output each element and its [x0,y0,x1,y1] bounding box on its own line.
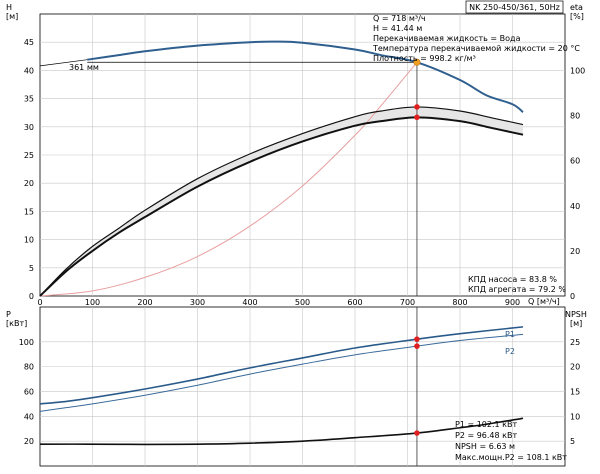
head-tick-label: 40 [24,66,34,75]
head-tick-label: 10 [24,236,34,245]
eta-unit-label: КПД агрегата = 79.2 % [468,285,566,294]
upper-left-axis-unit-sub: [м] [6,12,18,21]
upper-right-axis-unit: eta [570,3,583,12]
duty-point-eta-unit-marker [414,114,420,121]
duty-point-p1-marker [414,336,420,342]
info-line-density: Плотность = 998.2 кг/м³ [373,54,476,63]
eta-tick-label: 20 [570,247,580,256]
eta-tick-label: 80 [570,112,580,121]
head-tick-label: 45 [24,38,34,47]
p1-value-label: P1 = 102.1 кВт [455,420,517,429]
npsh-tick-label: 25 [570,338,580,347]
impeller-leader-line [39,59,88,67]
head-curve [87,40,524,113]
p1-curve [39,326,524,405]
eta-tick-label: 60 [570,157,580,166]
power-tick-label: 100 [19,338,34,347]
head-tick-label: 15 [24,207,34,216]
head-tick-label: 25 [24,151,34,160]
q-tick-label: 100 [85,298,100,307]
q-tick-label: 500 [295,298,310,307]
eta-tick-label: 40 [570,202,580,211]
pump-model-label: NK 250-450/361, 50Hz [469,3,560,12]
info-line-h: H = 41.44 м [373,24,422,33]
upper-grid [40,14,565,296]
power-tick-label: 80 [24,363,34,372]
duty-point-npsh-marker [414,430,420,436]
npsh-tick-label: 5 [570,437,575,446]
curves [39,40,524,466]
power-tick-label: 20 [24,437,34,446]
duty-point-head-marker [413,58,421,66]
lower-right-axis-unit: NPSH [565,310,587,319]
info-line-temp: Температура перекачиваемой жидкости = 20… [372,44,580,53]
upper-right-axis-unit-sub: [%] [570,12,584,21]
info-line-q: Q = 718 м³/ч [373,14,426,23]
duty-point-eta-pump-marker [414,104,420,110]
head-tick-label: 5 [29,264,34,273]
npsh-tick-label: 20 [570,363,580,372]
q-tick-label: 900 [505,298,520,307]
lower-right-axis-unit-sub: [м] [570,319,582,328]
npsh-tick-label: 15 [570,387,580,396]
power-tick-label: 40 [24,412,34,421]
eta-tick-label: 0 [570,292,575,301]
info-line-fluid: Перекачиваемая жидкость = Вода [373,34,521,43]
eta-pump-label: КПД насоса = 83.8 % [468,275,557,284]
p1-series-label: P1 [505,330,515,339]
eta-tick-label: 100 [570,66,585,75]
npsh-curve [39,417,524,446]
head-tick-label: 30 [24,123,34,132]
efficiency-band [40,106,523,296]
q-tick-label: 800 [452,298,467,307]
npsh-value-label: NPSH = 6.63 м [455,442,515,451]
duty-point-p2-marker [414,343,420,349]
eta-unit-curve [39,116,524,297]
duty-markers [413,58,421,436]
head-tick-label: 35 [24,95,34,104]
power-info-block: P1 = 102.1 кВт P2 = 96.48 кВт NPSH = 6.6… [455,420,567,462]
p2-curve [39,333,524,412]
max-p2-label: Макс.мощн.P2 = 108.1 кВт [455,453,567,462]
q-tick-label: 400 [242,298,257,307]
p2-series-label: P2 [505,347,515,356]
x-axis-label: Q [м³/ч] [528,297,560,306]
q-tick-label: 700 [400,298,415,307]
npsh-tick-label: 10 [570,412,580,421]
q-tick-label: 200 [137,298,152,307]
q-tick-label: 0 [37,298,42,307]
duty-info-block: Q = 718 м³/ч H = 41.44 м Перекачиваемая … [372,14,580,63]
q-tick-label: 300 [190,298,205,307]
tick-labels: 0 5 10 15 20 25 30 35 40 45 0 20 40 60 80 100 0 100 200 300… [19,38,586,446]
eta-pump-curve [39,106,524,297]
head-tick-label: 0 [29,292,34,301]
lower-left-axis-unit-sub: [кВт] [6,319,27,328]
head-tick-label: 20 [24,179,34,188]
q-tick-label: 600 [347,298,362,307]
lower-left-axis-unit: P [6,310,11,319]
upper-left-axis-unit: H [6,3,12,12]
system-curve [39,61,418,297]
impeller-diameter-label: 361 мм [69,63,99,72]
pump-model-box [465,0,564,14]
efficiency-info-block: КПД насоса = 83.8 % КПД агрегата = 79.2 … [468,275,566,294]
p2-value-label: P2 = 96.48 кВт [455,431,517,440]
power-tick-label: 60 [24,387,34,396]
